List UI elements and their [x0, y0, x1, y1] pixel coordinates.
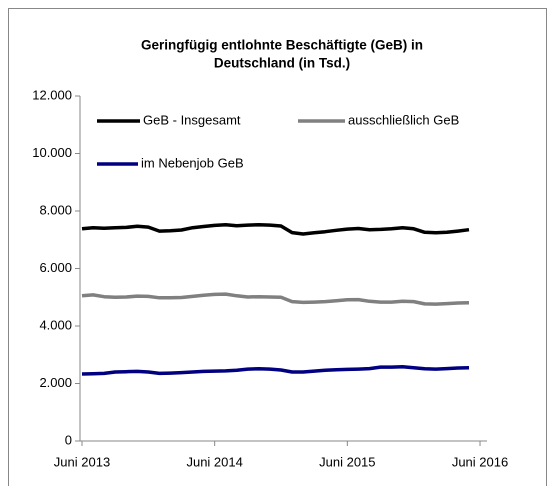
y-tick-label: 8.000 [39, 202, 72, 217]
y-tick-label: 12.000 [32, 87, 72, 102]
x-tick-label: Juni 2015 [319, 454, 375, 469]
y-tick-label: 2.000 [39, 375, 72, 390]
legend-label: im Nebenjob GeB [141, 155, 244, 170]
y-tick-label: 6.000 [39, 260, 72, 275]
chart-border [8, 8, 547, 486]
legend-label: GeB - Insgesamt [143, 112, 241, 127]
y-tick-label: 0 [65, 432, 72, 447]
y-tick-label: 4.000 [39, 317, 72, 332]
data-line [81, 292, 470, 306]
y-tick-label: 10.000 [32, 145, 72, 160]
chart-title: Deutschland (in Tsd.) [214, 56, 350, 71]
x-tick-label: Juni 2013 [54, 454, 110, 469]
data-line [81, 223, 470, 236]
x-tick-label: Juni 2016 [452, 454, 508, 469]
legend-label: ausschließlich GeB [348, 112, 459, 127]
chart-title: Geringfügig entlohnte Beschäftigte (GeB)… [141, 38, 423, 53]
data-line [81, 365, 470, 376]
x-tick-label: Juni 2014 [186, 454, 242, 469]
